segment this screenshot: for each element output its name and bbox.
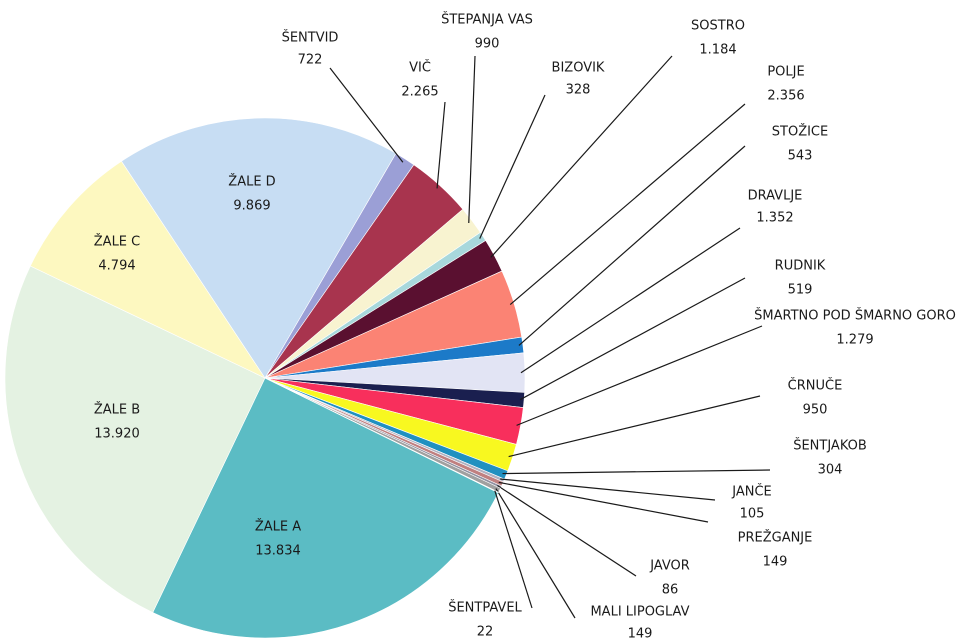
pie-slice — [4, 265, 266, 613]
leader-line — [494, 490, 533, 609]
slice-value: 950 — [803, 403, 828, 418]
slice-value: 1.279 — [836, 333, 873, 348]
leader-line — [479, 94, 546, 239]
slice-value: 519 — [788, 283, 813, 298]
leader-line — [500, 478, 716, 501]
slice-value: 105 — [740, 507, 765, 522]
leader-line — [490, 55, 673, 258]
slice-label: MALI LIPOGLAV — [590, 605, 689, 620]
slice-value: 13.834 — [255, 544, 301, 559]
slice-label: ŠENTJAKOB — [793, 438, 867, 454]
leader-line — [497, 484, 637, 577]
pie-slice — [264, 377, 499, 494]
slice-label: ŠTEPANJA VAS — [441, 12, 533, 28]
slice-value: 1.184 — [699, 43, 736, 58]
leader-line — [519, 277, 746, 401]
slice-label: BIZOVIK — [552, 61, 605, 76]
slice-label: VIČ — [409, 60, 431, 76]
leader-line — [509, 103, 746, 306]
slice-value: 2.265 — [401, 85, 438, 100]
slice-label: ŽALE A — [255, 519, 301, 535]
pie-slice — [121, 117, 397, 379]
leader-line — [436, 101, 446, 189]
slice-label: JAVOR — [649, 559, 690, 574]
slice-label: DRAVLJE — [748, 189, 803, 204]
slice-value: 722 — [298, 53, 323, 68]
slice-value: 86 — [662, 583, 679, 598]
pie-slice — [152, 377, 499, 639]
slice-value: 13.920 — [94, 427, 140, 442]
leader-line — [516, 325, 763, 426]
leader-line — [468, 55, 476, 224]
slice-value: 990 — [475, 37, 500, 52]
slice-label: ŠMARTNO POD ŠMARNO GORO — [754, 308, 956, 324]
slice-value: 9.869 — [233, 199, 270, 214]
slice-label: JANČE — [731, 484, 772, 500]
leader-line — [508, 395, 761, 458]
leader-line — [518, 145, 746, 346]
slice-label: ŽALE D — [228, 174, 275, 190]
slice-value: 149 — [628, 627, 653, 642]
slice-value: 22 — [477, 625, 494, 640]
slice-label: ŠENTVID — [282, 30, 339, 46]
slice-value: 4.794 — [98, 259, 135, 274]
slice-value: 543 — [788, 149, 813, 164]
slice-label: PREŽGANJE — [738, 530, 813, 546]
slice-value: 2.356 — [767, 89, 804, 104]
slice-label: ŽALE B — [94, 402, 140, 418]
slice-label: SOSTRO — [691, 19, 745, 34]
leader-line — [329, 67, 404, 163]
slice-value: 304 — [818, 463, 843, 478]
slice-label: ŽALE C — [94, 234, 140, 250]
leader-line — [520, 227, 741, 374]
slice-label: RUDNIK — [775, 259, 826, 274]
slice-value: 1.352 — [756, 211, 793, 226]
slice-label: POLJE — [767, 65, 804, 80]
slice-label: ČRNUČE — [788, 378, 843, 394]
leader-line — [502, 469, 771, 475]
slice-label: ŠENTPAVEL — [448, 600, 522, 616]
slice-label: STOŽICE — [772, 124, 828, 140]
slice-value: 328 — [566, 83, 591, 98]
leader-line — [495, 488, 576, 619]
slice-value: 149 — [763, 555, 788, 570]
leader-line — [498, 481, 709, 523]
pie-slice — [29, 160, 266, 379]
